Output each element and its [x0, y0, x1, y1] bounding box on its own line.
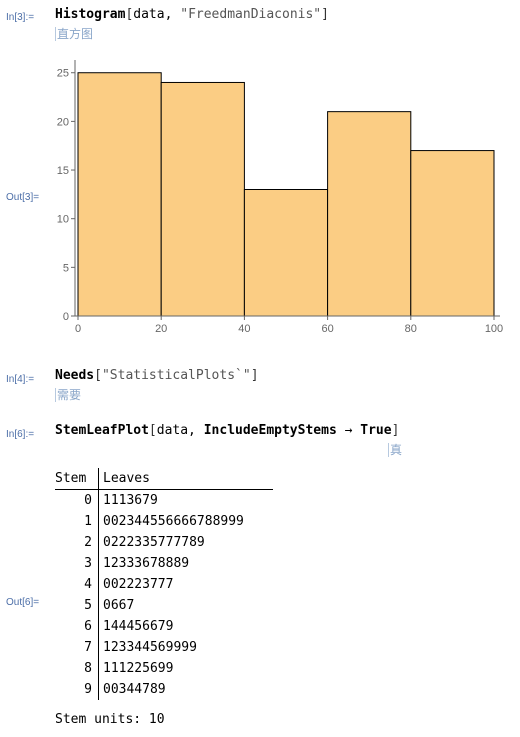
close-bracket: ]	[391, 423, 400, 438]
input-label-in4: In[4]:=	[6, 374, 35, 385]
stem-value: 5	[84, 598, 92, 613]
leaves-value: 12333678889	[98, 553, 273, 574]
stem-leaf-row: 7 123344569999	[55, 637, 273, 658]
x-tick-label: 100	[485, 323, 503, 335]
translation-hint: 真	[388, 443, 403, 457]
y-tick-label: 0	[63, 311, 69, 323]
stem-value: 9	[84, 682, 92, 697]
leaves-value: 123344569999	[98, 637, 273, 658]
input-label-in6: In[6]:=	[6, 429, 35, 440]
stem-leaf-row: 5 0667	[55, 595, 273, 616]
histogram-bar	[77, 72, 162, 317]
stem-leaf-row: 4 002223777	[55, 574, 273, 595]
rule-arrow: →	[336, 423, 361, 438]
stem-units: Stem units: 10	[55, 712, 165, 727]
function-name: StemLeafPlot	[55, 423, 149, 438]
leaves-value: 111225699	[98, 658, 273, 679]
stem-leaf-row: 0 1113679	[55, 489, 273, 511]
option-value: True	[360, 423, 392, 438]
needs-input-line[interactable]: Needs["StatisticalPlots`"]	[55, 368, 259, 383]
leaves-value: 002223777	[98, 574, 273, 595]
open-bracket: [	[148, 423, 157, 438]
stem-value: 4	[84, 577, 92, 592]
stem-leaf-row: 8 111225699	[55, 658, 273, 679]
histogram-bar	[410, 150, 495, 317]
leaves-value: 00344789	[98, 679, 273, 700]
argument-data: data,	[156, 423, 204, 438]
open-bracket: [	[125, 7, 134, 22]
stem-value: 3	[84, 556, 92, 571]
x-tick-label: 80	[405, 323, 417, 335]
option-name: IncludeEmptyStems	[203, 423, 337, 438]
histogram-chart: 0 20 40 60 80 100 0 5 10 15 20 25	[57, 60, 503, 335]
histogram-input-line[interactable]: Histogram[data, "FreedmanDiaconis"]	[55, 7, 329, 22]
stem-value: 0	[84, 493, 92, 508]
x-tick-label: 40	[238, 323, 250, 335]
histogram-bar	[160, 81, 245, 317]
close-bracket: ]	[321, 7, 329, 22]
translation-hint: 需要	[55, 388, 82, 402]
leaves-value: 0222335777789	[98, 532, 273, 553]
stem-leaf-row: 3 12333678889	[55, 553, 273, 574]
stem-header: Stem	[55, 468, 99, 490]
x-tick-label: 0	[75, 323, 81, 335]
leaves-value: 0667	[98, 595, 273, 616]
leaves-header: Leaves	[98, 468, 273, 490]
y-tick-label: 5	[63, 262, 69, 274]
y-tick-label: 15	[57, 165, 69, 177]
x-tick-label: 20	[155, 323, 167, 335]
stem-value: 1	[84, 514, 92, 529]
stem-leaf-row: 1 002344556666788999	[55, 511, 273, 532]
function-name: Needs	[55, 368, 95, 383]
y-tick-label: 25	[57, 68, 69, 80]
stem-value: 2	[84, 535, 92, 550]
package-string: "StatisticalPlots`"	[101, 368, 251, 383]
method-string: "FreedmanDiaconis"	[180, 7, 322, 22]
histogram-bar	[243, 189, 329, 317]
stem-leaf-table: Stem Leaves 0 1113679 1 002344556666788999 2…	[55, 468, 273, 700]
stem-leaf-row: 9 00344789	[55, 679, 273, 700]
leaves-value: 144456679	[98, 616, 273, 637]
y-tick-label: 20	[57, 116, 69, 128]
input-label-in3: In[3]:=	[6, 12, 35, 23]
function-name: Histogram	[55, 7, 126, 22]
stem-value: 6	[84, 619, 92, 634]
stem-value: 8	[84, 661, 92, 676]
output-label-out3: Out[3]=	[6, 192, 40, 203]
translation-hint: 直方图	[55, 27, 94, 41]
argument-data: data,	[133, 7, 181, 22]
stem-value: 7	[84, 640, 92, 655]
histogram-bar	[327, 111, 412, 317]
stemleaf-input-line[interactable]: StemLeafPlot[data, IncludeEmptyStems → T…	[55, 423, 399, 438]
open-bracket: [	[94, 368, 102, 383]
leaves-value: 002344556666788999	[98, 511, 273, 532]
close-bracket: ]	[250, 368, 259, 383]
stem-leaf-row: 2 0222335777789	[55, 532, 273, 553]
x-tick-label: 60	[321, 323, 333, 335]
leaves-value: 1113679	[98, 489, 273, 511]
stem-leaf-header: Stem Leaves	[55, 468, 273, 490]
output-label-out6: Out[6]=	[6, 597, 40, 608]
stem-leaf-row: 6 144456679	[55, 616, 273, 637]
y-tick-label: 10	[57, 214, 69, 226]
